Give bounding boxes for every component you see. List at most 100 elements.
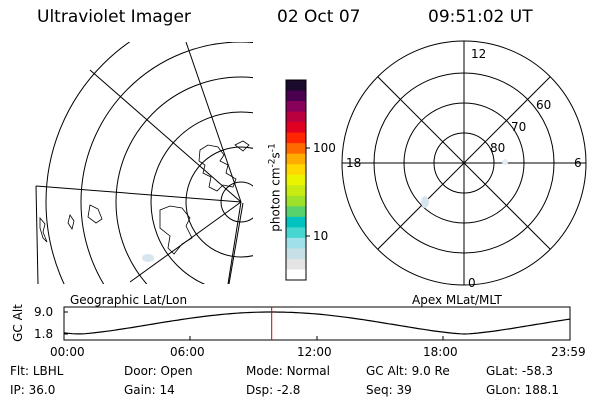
- colorbar-segment: [286, 132, 306, 144]
- colorbar-segment: [286, 185, 306, 197]
- gc-alt-field: GC Alt: 9.0 Re: [366, 365, 450, 377]
- colorbar-segment: [286, 164, 306, 176]
- aurora-emission: [502, 159, 508, 165]
- filter-field: Flt: LBHL: [10, 365, 63, 377]
- field-key: GC Alt:: [366, 364, 408, 378]
- earth-limb: [35, 185, 39, 284]
- lat-circle: [150, 111, 253, 284]
- mlt-label: 18: [346, 156, 362, 170]
- field-key: Dsp:: [246, 383, 274, 397]
- coastline: [39, 216, 48, 243]
- field-key: Flt:: [10, 364, 29, 378]
- meridian: [185, 42, 242, 203]
- colorbar-segment: [286, 122, 306, 134]
- y-axis-label: GC Alt: [11, 304, 25, 342]
- coastline: [198, 144, 237, 192]
- geographic-caption: Geographic Lat/Lon: [70, 293, 188, 307]
- x-tick-label: 18:00: [423, 345, 458, 359]
- field-value: 14: [159, 383, 175, 397]
- altitude-curve: [63, 311, 571, 335]
- colorbar-tick-label: 100: [313, 141, 336, 155]
- meridian: [35, 185, 242, 203]
- field-key: Door:: [124, 364, 157, 378]
- colorbar-segment: [286, 80, 306, 92]
- x-tick-label: 00:00: [50, 345, 85, 359]
- ip-field: IP: 36.0: [10, 384, 55, 396]
- lat-circle: [115, 76, 253, 284]
- colorbar-segment: [286, 153, 306, 165]
- aurora-emission: [142, 254, 154, 262]
- field-value: 36.0: [28, 383, 56, 397]
- colorbar-frame: [285, 79, 307, 281]
- lat-circle: [220, 181, 253, 223]
- field-key: GLat:: [486, 364, 519, 378]
- coastline: [234, 140, 250, 152]
- lat-circle: [185, 146, 253, 258]
- glat-field: GLat: -58.3: [486, 365, 553, 377]
- field-value: -2.8: [276, 383, 301, 397]
- colorbar-segment: [286, 269, 306, 281]
- y-tick-label: 1.8: [34, 327, 54, 341]
- gain-field: Gain: 14: [124, 384, 175, 396]
- glon-field: GLon: 188.1: [486, 384, 559, 396]
- field-key: GLon:: [486, 383, 521, 397]
- colorbar-segment: [286, 248, 306, 260]
- seq-field: Seq: 39: [366, 384, 412, 396]
- time-label: 09:51:02 UT: [428, 7, 533, 27]
- door-field: Door: Open: [124, 365, 193, 377]
- x-tick-label: 23:59: [551, 345, 586, 359]
- x-tick-label: 12:00: [297, 345, 332, 359]
- polar-axis: [377, 76, 551, 250]
- colorbar-segment: [286, 174, 306, 186]
- field-value: -58.3: [521, 364, 553, 378]
- earth-limb: [228, 202, 244, 284]
- lat-circle: [80, 42, 253, 284]
- app-title: Ultraviolet Imager: [37, 7, 191, 27]
- meridian: [227, 201, 242, 284]
- field-value: Normal: [286, 364, 330, 378]
- field-value: Open: [160, 364, 193, 378]
- mlt-label: 12: [471, 47, 487, 61]
- colorbar-segment: [286, 227, 306, 239]
- mlat-label: 80: [490, 141, 506, 155]
- coastline: [67, 214, 75, 230]
- colorbar-segment: [286, 195, 306, 207]
- colorbar-tick-label: 10: [313, 229, 329, 243]
- field-key: Seq:: [366, 383, 393, 397]
- colorbar-segment: [286, 143, 306, 155]
- y-tick-label: 9.0: [34, 305, 54, 319]
- dsp-field: Dsp: -2.8: [246, 384, 300, 396]
- mlat-label: 60: [536, 98, 552, 112]
- aurora-emission: [421, 196, 429, 208]
- colorbar-segment: [286, 258, 306, 271]
- field-key: Gain:: [124, 383, 156, 397]
- lat-circle: [45, 42, 131, 284]
- mlat-label: 70: [511, 120, 527, 134]
- altitude-frame: [63, 306, 571, 341]
- field-key: Mode:: [246, 364, 283, 378]
- coastline: [87, 204, 103, 224]
- field-value: LBHL: [32, 364, 64, 378]
- date-label: 02 Oct 07: [277, 7, 361, 27]
- field-value: 9.0 Re: [411, 364, 450, 378]
- colorbar-segment: [286, 237, 306, 250]
- colorbar-segment: [286, 101, 306, 113]
- field-value: 39: [396, 383, 412, 397]
- colorbar-segment: [286, 216, 306, 228]
- meridian: [89, 69, 242, 203]
- x-tick-label: 06:00: [170, 345, 205, 359]
- field-key: IP:: [10, 383, 25, 397]
- mlt-label: 6: [574, 156, 582, 170]
- mlt-label: 0: [468, 276, 476, 290]
- mode-field: Mode: Normal: [246, 365, 330, 377]
- colorbar-segment: [286, 90, 306, 102]
- apex-caption: Apex MLat/MLT: [412, 293, 502, 307]
- colorbar-segment: [286, 206, 306, 218]
- colorbar-segment: [286, 111, 306, 123]
- coastline: [159, 205, 193, 255]
- field-value: 188.1: [524, 383, 559, 397]
